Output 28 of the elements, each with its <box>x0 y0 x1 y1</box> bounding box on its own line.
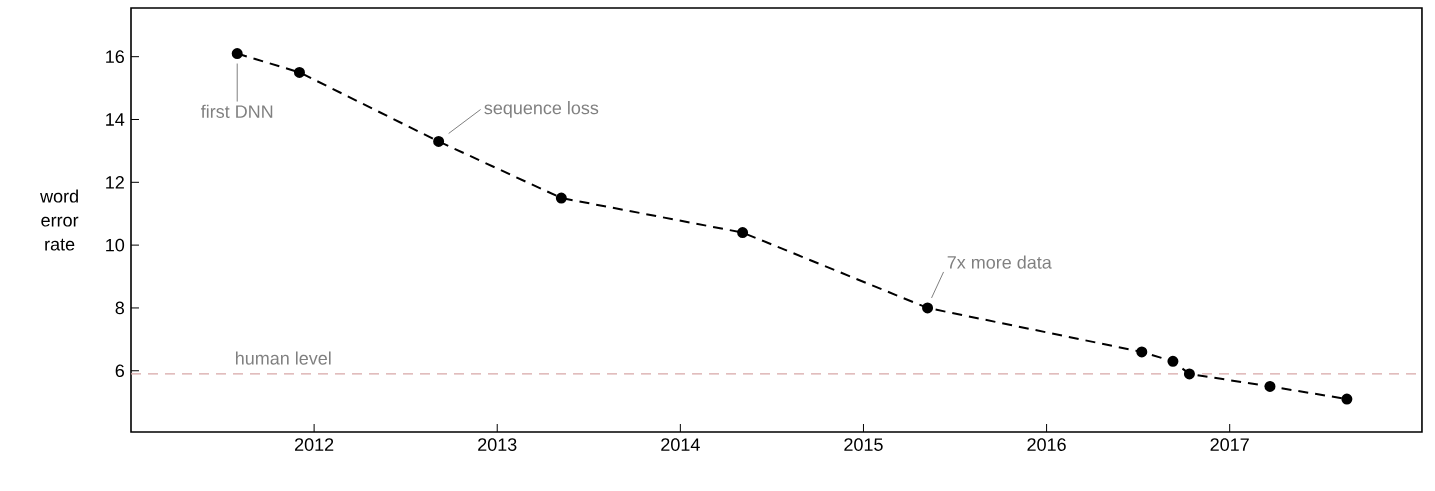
point <box>293 66 305 78</box>
x-tick-label: 2016 <box>1027 438 1066 451</box>
x-tick-label: 2012 <box>295 438 334 451</box>
point <box>1136 346 1148 358</box>
point <box>1264 380 1276 392</box>
point <box>737 227 749 239</box>
point <box>1183 368 1195 380</box>
point <box>433 135 445 147</box>
x-tick-label: 2017 <box>1210 438 1249 451</box>
y-tick-label: 8 <box>115 301 125 315</box>
ref-line-label: human level <box>236 351 331 365</box>
y-tick-label: 6 <box>115 364 125 378</box>
point <box>1167 355 1179 367</box>
annotation: first DNN <box>200 104 273 118</box>
x-tick-label: 2014 <box>661 438 700 451</box>
annotation: sequence loss <box>484 101 599 118</box>
y-axis-title: word error rate <box>40 189 79 251</box>
point <box>555 192 567 204</box>
point <box>231 48 243 60</box>
annotation: 7x more data <box>947 255 1052 269</box>
x-tick-label: 2013 <box>478 438 517 451</box>
x-tick-label: 2015 <box>844 438 883 451</box>
y-tick-label: 16 <box>106 50 125 64</box>
y-tick-label: 12 <box>106 176 124 189</box>
point <box>922 302 934 314</box>
y-tick-label: 14 <box>106 113 125 126</box>
point <box>1341 393 1353 405</box>
y-tick-label: 10 <box>106 238 125 252</box>
